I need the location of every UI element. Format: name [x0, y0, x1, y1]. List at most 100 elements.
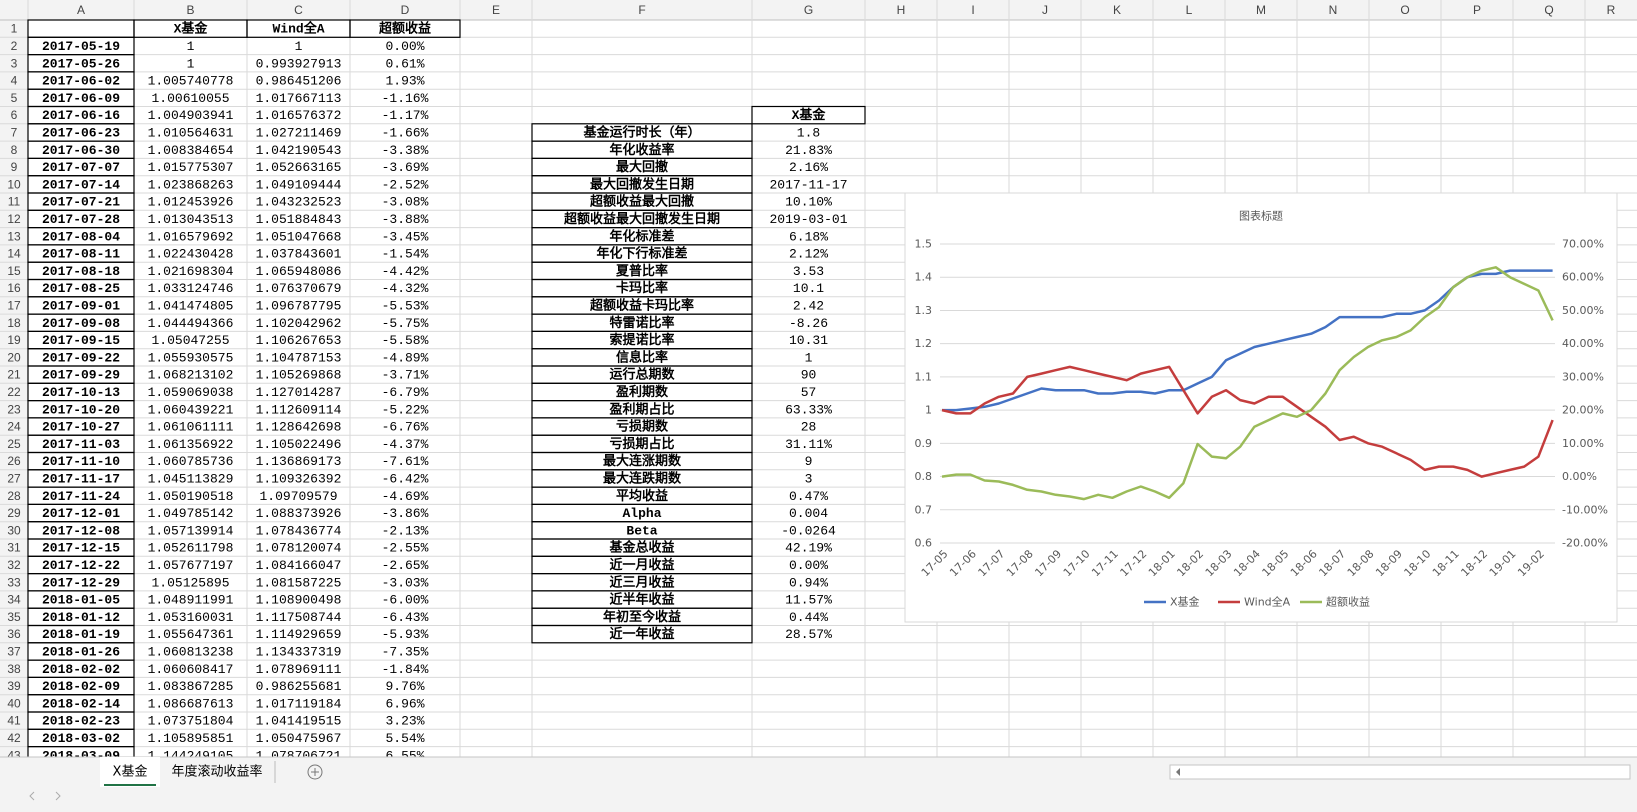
cell[interactable]: 1.042190543 [256, 143, 342, 158]
cell[interactable]: 2017-10-20 [42, 402, 120, 417]
h-scrollbar[interactable] [1169, 764, 1631, 780]
cell[interactable]: 1.013043513 [148, 212, 234, 227]
cell[interactable]: 1.078969111 [256, 662, 342, 677]
cell[interactable]: 1 [187, 39, 195, 54]
cell[interactable]: 2017-08-04 [42, 229, 120, 244]
cell[interactable]: 1.057139914 [148, 523, 234, 538]
cell[interactable]: 1.041474805 [148, 298, 234, 313]
cell[interactable]: 2017-11-03 [42, 437, 120, 452]
cell[interactable]: 2017-09-22 [42, 350, 120, 365]
cell[interactable]: 2017-07-28 [42, 212, 120, 227]
cell[interactable]: 1.016576372 [256, 108, 342, 123]
cell[interactable]: 1.022430428 [148, 247, 234, 262]
cell[interactable]: 1.105022496 [256, 437, 342, 452]
cell[interactable]: 近一年收益 [609, 626, 674, 642]
cell[interactable]: 1.078436774 [256, 523, 342, 538]
cell[interactable]: 0.44% [789, 610, 828, 625]
cell[interactable]: 1.065948086 [256, 264, 342, 279]
cell[interactable]: 2017-06-09 [42, 91, 120, 106]
cell[interactable]: 2017-12-29 [42, 575, 120, 590]
cell[interactable]: 1.073751804 [148, 714, 234, 729]
cell[interactable]: 2017-11-17 [42, 471, 120, 486]
cell[interactable]: -2.52% [382, 177, 429, 192]
cell[interactable]: -6.43% [382, 610, 429, 625]
cell[interactable]: Alpha [622, 506, 661, 521]
cell[interactable]: 1.005740778 [148, 74, 234, 89]
sheet-tab[interactable]: X基金 [113, 764, 148, 780]
cell[interactable]: 57 [801, 385, 817, 400]
cell[interactable]: 1.037843601 [256, 247, 342, 262]
cell[interactable]: 3.23% [385, 714, 424, 729]
cell[interactable]: -4.69% [382, 489, 429, 504]
sheet-tab[interactable]: 年度滚动收益率 [171, 764, 262, 780]
cell[interactable]: 6.18% [789, 229, 828, 244]
cell[interactable]: 夏普比率 [615, 263, 668, 279]
cell[interactable]: 运行总期数 [609, 367, 675, 383]
cell[interactable]: 2018-01-26 [42, 644, 120, 659]
cell[interactable]: 2017-10-13 [42, 385, 120, 400]
cell[interactable]: 1.086687613 [148, 696, 234, 711]
cell[interactable]: 2017-08-25 [42, 281, 120, 296]
cell[interactable]: 2017-06-02 [42, 74, 120, 89]
cell[interactable]: -8.26 [789, 316, 828, 331]
cell[interactable]: 0.47% [789, 489, 828, 504]
cell[interactable]: 1 [805, 350, 813, 365]
cell[interactable]: -6.00% [382, 593, 429, 608]
cell[interactable]: 2017-07-14 [42, 177, 120, 192]
cell[interactable]: 1.105269868 [256, 368, 342, 383]
cell[interactable]: Beta [626, 523, 657, 538]
tab-active[interactable] [100, 757, 160, 787]
cell[interactable]: 2017-09-15 [42, 333, 120, 348]
cell[interactable]: -4.32% [382, 281, 429, 296]
cell[interactable]: 卡玛比率 [616, 280, 668, 296]
cell[interactable]: 1.088373926 [256, 506, 342, 521]
cell[interactable]: -2.55% [382, 541, 429, 556]
cell[interactable]: 2018-01-05 [42, 593, 120, 608]
cell[interactable]: -5.93% [382, 627, 429, 642]
cell[interactable]: 1.052611798 [148, 541, 234, 556]
cell[interactable]: -3.71% [382, 368, 429, 383]
cell[interactable]: -5.58% [382, 333, 429, 348]
cell[interactable]: 最大回撤发生日期 [590, 176, 694, 192]
cell[interactable]: 2017-11-24 [42, 489, 120, 504]
cell[interactable]: 平均收益 [616, 488, 668, 504]
cell[interactable]: 42.19% [785, 541, 832, 556]
cell[interactable]: 0.004 [789, 506, 828, 521]
cell[interactable]: 1.049109444 [256, 177, 342, 192]
cell[interactable]: 0.61% [385, 56, 424, 71]
cell[interactable]: 9 [805, 454, 813, 469]
cell[interactable]: 2018-01-19 [42, 627, 120, 642]
cell[interactable]: -5.53% [382, 298, 429, 313]
cell[interactable]: 1.012453926 [148, 195, 234, 210]
cell[interactable]: 0.00% [385, 39, 424, 54]
cell[interactable]: 11.57% [785, 593, 832, 608]
nav-next[interactable] [55, 791, 61, 801]
cell[interactable]: 1.027211469 [256, 125, 342, 140]
cell[interactable]: 信息比率 [616, 349, 668, 365]
cell[interactable]: 1.050190518 [148, 489, 234, 504]
cell[interactable]: 5.54% [385, 731, 424, 746]
cell[interactable]: 1.021698304 [148, 264, 234, 279]
cell[interactable]: 1.060439221 [148, 402, 234, 417]
cell[interactable]: 1.128642698 [256, 420, 342, 435]
cell[interactable]: 年化下行标准差 [596, 246, 687, 262]
cell[interactable]: 2017-12-08 [42, 523, 120, 538]
cell[interactable]: Wind全A [272, 21, 324, 37]
cell[interactable]: -4.89% [382, 350, 429, 365]
cell[interactable]: 0.986255681 [256, 679, 342, 694]
cell[interactable]: 1.050475967 [256, 731, 342, 746]
cell[interactable]: 2017-07-07 [42, 160, 120, 175]
cell[interactable]: 3 [805, 471, 813, 486]
cell[interactable]: 2017-08-18 [42, 264, 120, 279]
cell[interactable]: 1.052663165 [256, 160, 342, 175]
cell[interactable]: 1.068213102 [148, 368, 234, 383]
cell[interactable]: 1.060785736 [148, 454, 234, 469]
cell[interactable]: 2017-11-10 [42, 454, 120, 469]
cell[interactable]: -0.0264 [781, 523, 836, 538]
cell[interactable]: 2017-06-23 [42, 125, 120, 140]
cell[interactable]: 1.05125895 [151, 575, 229, 590]
cell[interactable]: 1.051047668 [256, 229, 342, 244]
cell[interactable]: 1.096787795 [256, 298, 342, 313]
cell[interactable]: 1.059069038 [148, 385, 234, 400]
cell[interactable]: 2.42 [793, 298, 824, 313]
